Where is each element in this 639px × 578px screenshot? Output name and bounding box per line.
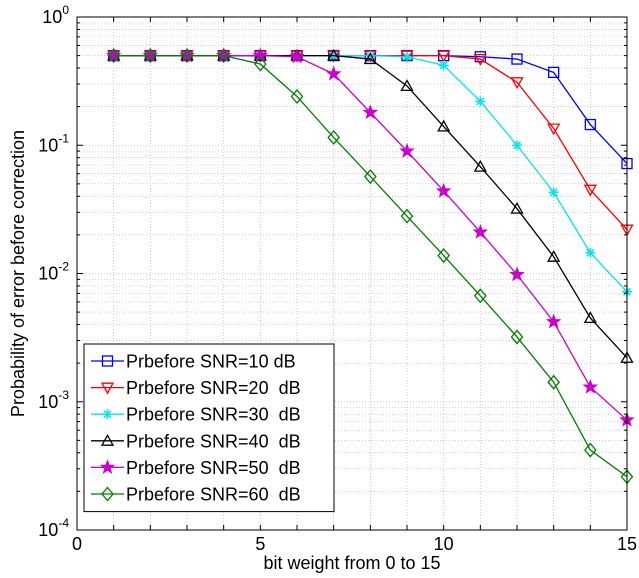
series-line [113, 54, 628, 478]
data-point [142, 47, 159, 63]
tick-labels: 0 5 10 15 10-4 10-3 10-2 10-1 100 [38, 3, 637, 554]
legend-entry: Prbefore SNR=40 dB [91, 431, 301, 451]
data-point [290, 88, 304, 104]
data-point [400, 208, 414, 224]
data-point [101, 486, 114, 502]
y-tick-label: 10-2 [38, 260, 69, 284]
data-point [362, 104, 379, 120]
legend-label: Prbefore SNR=20 dB [126, 378, 301, 398]
data-point [99, 459, 116, 474]
data-point [511, 53, 523, 65]
data-point [583, 311, 597, 324]
data-point [100, 382, 115, 395]
legend-label: Prbefore SNR=10 dB [126, 352, 296, 372]
data-point [215, 47, 232, 63]
data-point [327, 129, 341, 145]
legend-box [83, 343, 335, 513]
data-point [475, 96, 486, 107]
legend-entry: Prbefore SNR=30 dB [91, 405, 301, 425]
legend-entry: Prbefore SNR=50 dB [91, 458, 301, 478]
y-tick-label: 10-4 [38, 516, 69, 540]
data-point [547, 249, 561, 262]
x-tick-label: 15 [617, 534, 637, 554]
legend: Prbefore SNR=10 dB Prbefore SNR=20 dB Prbe… [83, 343, 335, 513]
data-point [510, 201, 524, 214]
data-point [289, 48, 305, 64]
y-tick-label: 10-3 [38, 388, 69, 412]
data-point [547, 123, 561, 136]
data-point [510, 77, 524, 90]
data-point [217, 48, 231, 64]
data-point [363, 52, 377, 65]
x-axis-label: bit weight from 0 to 15 [263, 553, 440, 573]
data-point [583, 184, 597, 197]
data-point [107, 48, 121, 64]
y-axis-label: Probability of error before correction [8, 130, 28, 417]
legend-label: Prbefore SNR=60 dB [126, 485, 301, 505]
data-point [180, 48, 194, 64]
data-point [473, 54, 487, 66]
data-point [365, 50, 376, 61]
legend-entry: Prbefore SNR=10 dB [91, 352, 296, 372]
axis-ticks [76, 16, 628, 531]
data-point [510, 329, 524, 345]
data-point [512, 140, 522, 151]
legend-entry: Prbefore SNR=20 dB [91, 378, 301, 398]
series-group [105, 47, 635, 485]
data-point [143, 48, 157, 64]
data-point [252, 47, 269, 63]
legend-label: Prbefore SNR=30 dB [126, 405, 301, 425]
data-point [100, 433, 115, 446]
data-point [583, 442, 597, 458]
data-point [363, 169, 377, 185]
data-point [435, 182, 452, 198]
data-point [102, 409, 113, 420]
legend-label: Prbefore SNR=50 dB [126, 458, 301, 478]
data-point [584, 118, 596, 131]
y-tick-label: 100 [42, 3, 69, 27]
data-point [399, 142, 415, 158]
data-point [545, 313, 562, 329]
data-point [327, 48, 341, 61]
data-point [473, 288, 487, 304]
data-point [402, 51, 412, 62]
legend-label: Prbefore SNR=40 dB [126, 431, 301, 451]
data-point [548, 66, 560, 79]
data-point [582, 378, 599, 394]
data-point [548, 187, 559, 198]
x-tick-label: 0 [72, 534, 82, 554]
data-point [253, 56, 267, 72]
y-tick-label: 10-1 [38, 131, 69, 155]
x-tick-label: 5 [255, 534, 265, 554]
data-point [473, 159, 487, 172]
legend-entry: Prbefore SNR=60 dB [91, 485, 301, 505]
data-point [179, 47, 195, 63]
data-point [437, 248, 451, 264]
data-point [105, 47, 122, 63]
data-point [325, 65, 342, 81]
data-point [547, 374, 561, 390]
data-point [509, 266, 525, 282]
data-point [585, 247, 596, 258]
data-point [101, 355, 114, 367]
data-point [437, 50, 451, 63]
data-point [437, 119, 451, 132]
data-point [400, 79, 414, 91]
x-tick-label: 10 [434, 534, 454, 554]
series [107, 48, 634, 485]
data-point [472, 224, 489, 239]
data-point [438, 60, 449, 71]
